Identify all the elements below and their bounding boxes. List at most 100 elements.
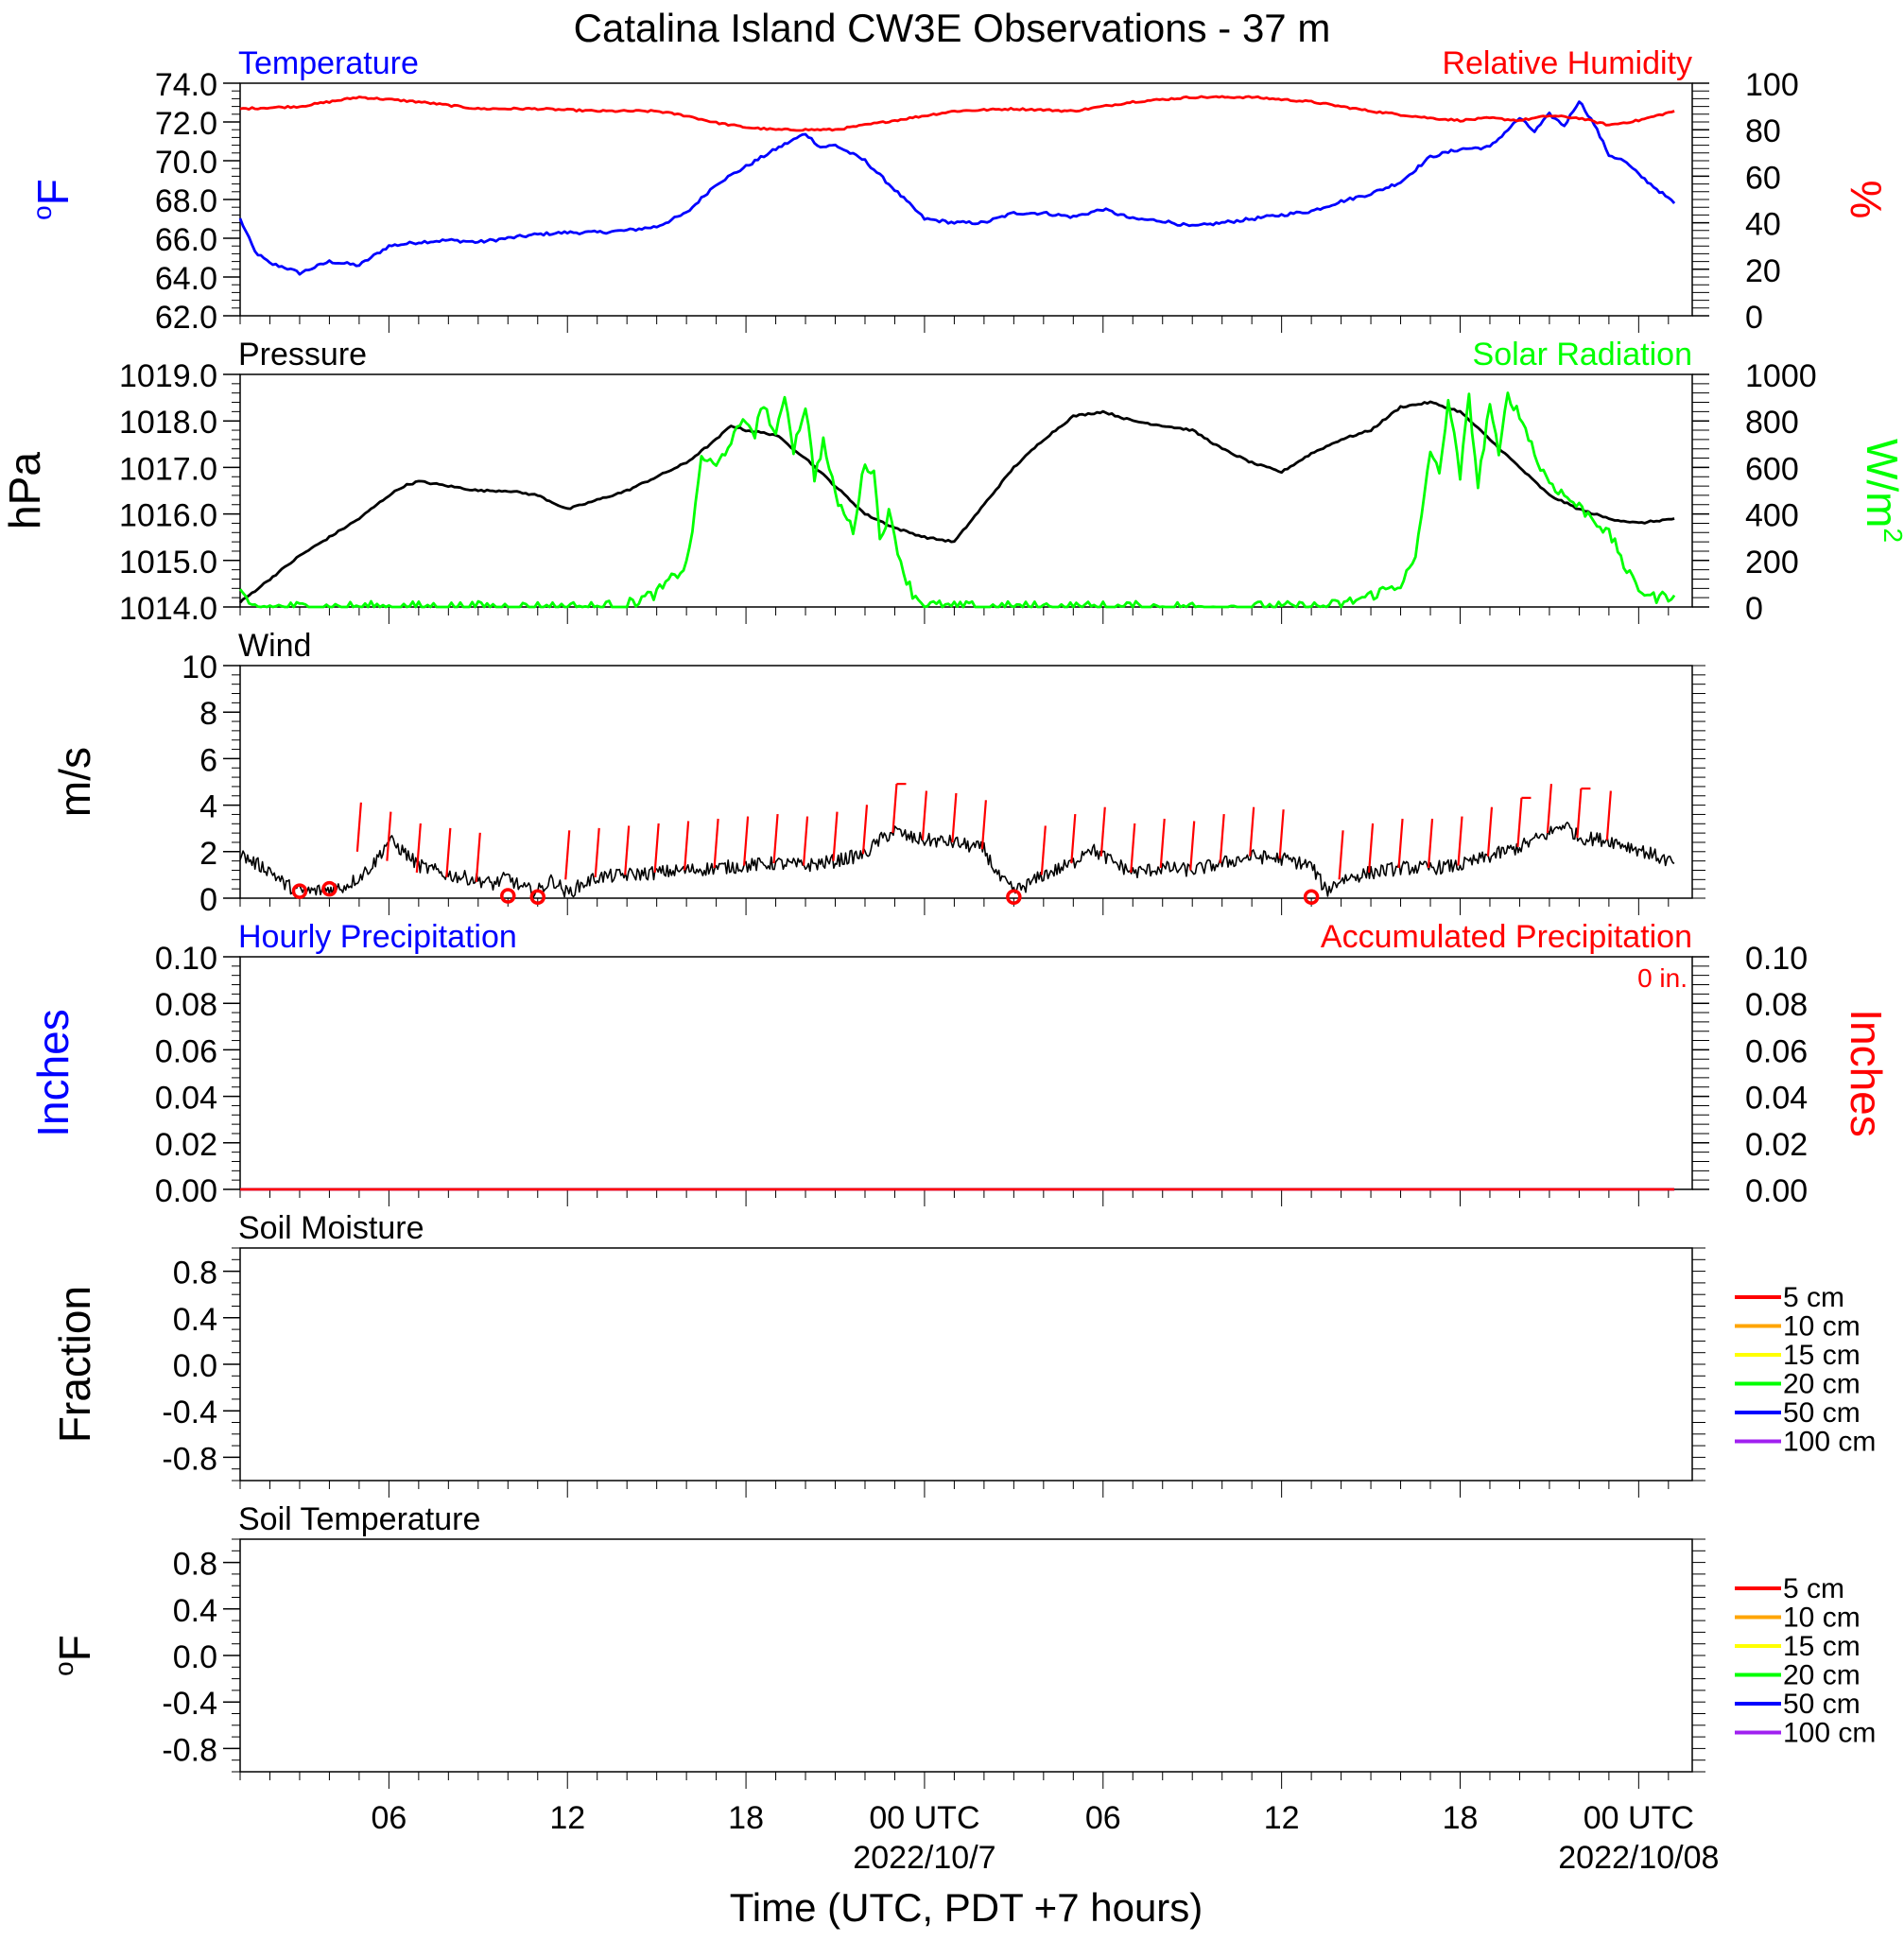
- y2-tick-label: 600: [1745, 451, 1799, 487]
- wind-barb: [1486, 806, 1494, 857]
- figure-title: Catalina Island CW3E Observations - 37 m: [574, 6, 1331, 50]
- plot-frame: [239, 82, 1693, 317]
- calm-marker: [1006, 889, 1022, 906]
- y-tick-label: 1016.0: [119, 498, 217, 534]
- panel-temperature: 62.064.066.068.070.072.074.0 0 20 40 60 80 100…: [27, 45, 1891, 336]
- x-tick-label: 00 UTC: [869, 1800, 979, 1836]
- legend-label: 5 cm: [1783, 1573, 1844, 1604]
- y-axis-label: Inches: [28, 1009, 78, 1137]
- panel-title: Pressure: [238, 337, 367, 373]
- wind-barb: [653, 823, 660, 874]
- series-wind-speed: [239, 822, 1675, 898]
- series-pressure: [238, 400, 1675, 604]
- y-tick-label: 8: [199, 696, 217, 732]
- wind-barb: [1457, 816, 1463, 866]
- y-tick-label: 68.0: [155, 183, 217, 219]
- wind-barb: [1338, 830, 1344, 880]
- calm-marker: [500, 888, 516, 904]
- y-tick-label: -0.4: [162, 1686, 217, 1722]
- accumulated-total-label: 0 in.: [1637, 963, 1688, 993]
- legend-label: 15 cm: [1783, 1340, 1861, 1371]
- wind-barb: [684, 821, 690, 871]
- y-axis-label: oF: [49, 1635, 99, 1676]
- y2-tick-label: 20: [1745, 253, 1781, 289]
- y-tick-label: 2: [199, 836, 217, 872]
- y-tick-label: 0.4: [173, 1593, 217, 1629]
- x-tick-label: 18: [1443, 1800, 1479, 1836]
- legend-label: 10 cm: [1783, 1311, 1861, 1343]
- wind-barb: [1040, 825, 1047, 875]
- wind-barb: [564, 830, 571, 880]
- x-axis-label: Time (UTC, PDT +7 hours): [730, 1885, 1203, 1930]
- plot-frame: [239, 956, 1693, 1190]
- y-axis-label: hPa: [0, 452, 49, 529]
- y2-tick-label: 800: [1745, 405, 1799, 441]
- y2-tick-label: 0.06: [1745, 1033, 1808, 1069]
- y2-tick-label: 400: [1745, 498, 1799, 534]
- panel-right-title: Relative Humidity: [1442, 45, 1692, 81]
- wind-barb: [921, 790, 928, 841]
- wind-barb: [891, 784, 898, 834]
- y2-axis-label: %: [1842, 181, 1891, 219]
- y-tick-label: 70.0: [155, 145, 217, 181]
- wind-barb: [1249, 806, 1255, 857]
- legend-label: 20 cm: [1783, 1660, 1861, 1691]
- y2-tick-label: 0: [1745, 300, 1763, 336]
- plot-frame: [239, 373, 1693, 608]
- wind-barb: [1070, 814, 1077, 864]
- y-tick-label: 1017.0: [119, 451, 217, 487]
- y2-tick-label: 0.04: [1745, 1081, 1808, 1117]
- panel-pressure: 1014.0 1015.0 1016.0 1017.0 1018.0 1019.0 0 200…: [0, 337, 1904, 627]
- y2-tick-label: 40: [1745, 207, 1781, 243]
- wind-barb: [624, 825, 631, 875]
- plot-frame: [239, 1247, 1693, 1482]
- y-tick-label: 0.04: [155, 1081, 217, 1117]
- wind-barb: [1427, 818, 1434, 869]
- y-tick-label: 74.0: [155, 67, 217, 103]
- legend-label: 50 cm: [1783, 1689, 1861, 1720]
- x-tick-label: 18: [728, 1800, 764, 1836]
- y-tick-label: 0.06: [155, 1033, 217, 1069]
- y-tick-label: 0.02: [155, 1127, 217, 1163]
- y-tick-label: 0: [199, 882, 217, 918]
- calm-marker: [1303, 889, 1320, 906]
- x-tick-label: 06: [1085, 1800, 1121, 1836]
- panel-title: Hourly Precipitation: [238, 919, 517, 955]
- wind-barb: [980, 800, 987, 850]
- y-tick-label: -0.8: [162, 1732, 217, 1768]
- wind-barb: [1278, 809, 1285, 859]
- panel-precipitation: 0.00 0.02 0.04 0.06 0.08 0.10 0.00 0.02 0.04 0.06…: [28, 919, 1891, 1209]
- y2-axis-label: Inches: [1842, 1009, 1891, 1137]
- y-tick-label: 1015.0: [119, 545, 217, 581]
- wind-barb: [951, 792, 958, 843]
- wind-barb: [1367, 823, 1375, 874]
- plot-frame: [239, 1538, 1693, 1773]
- legend-label: 100 cm: [1783, 1427, 1876, 1458]
- plot-frame: [239, 665, 1693, 899]
- y2-tick-label: 1000: [1745, 358, 1817, 394]
- wind-barb: [594, 827, 600, 877]
- x-tick-label: 12: [1264, 1800, 1300, 1836]
- x-tick-label: 12: [549, 1800, 585, 1836]
- y-tick-label: 0.0: [173, 1348, 217, 1384]
- calm-marker: [321, 880, 338, 897]
- panel-soil-moisture: -0.8 -0.4 0.0 0.4 0.8 Soil Moisture Fraction 5 …: [50, 1210, 1876, 1498]
- y-tick-label: 1018.0: [119, 405, 217, 441]
- y-tick-label: -0.4: [162, 1395, 217, 1430]
- wind-barb: [832, 811, 839, 861]
- wind-barb: [355, 802, 362, 852]
- y-tick-label: 1019.0: [119, 358, 217, 394]
- wind-barb: [861, 805, 869, 855]
- y-tick-label: 0.08: [155, 987, 217, 1023]
- y-axis-label: oF: [27, 179, 78, 220]
- y-tick-label: 66.0: [155, 222, 217, 258]
- wind-barb: [1397, 818, 1404, 869]
- wind-barb: [1219, 814, 1225, 864]
- y2-axis-label: W/m2: [1858, 439, 1904, 543]
- y2-tick-label: 0.08: [1745, 987, 1808, 1023]
- panel-title: Temperature: [238, 45, 419, 81]
